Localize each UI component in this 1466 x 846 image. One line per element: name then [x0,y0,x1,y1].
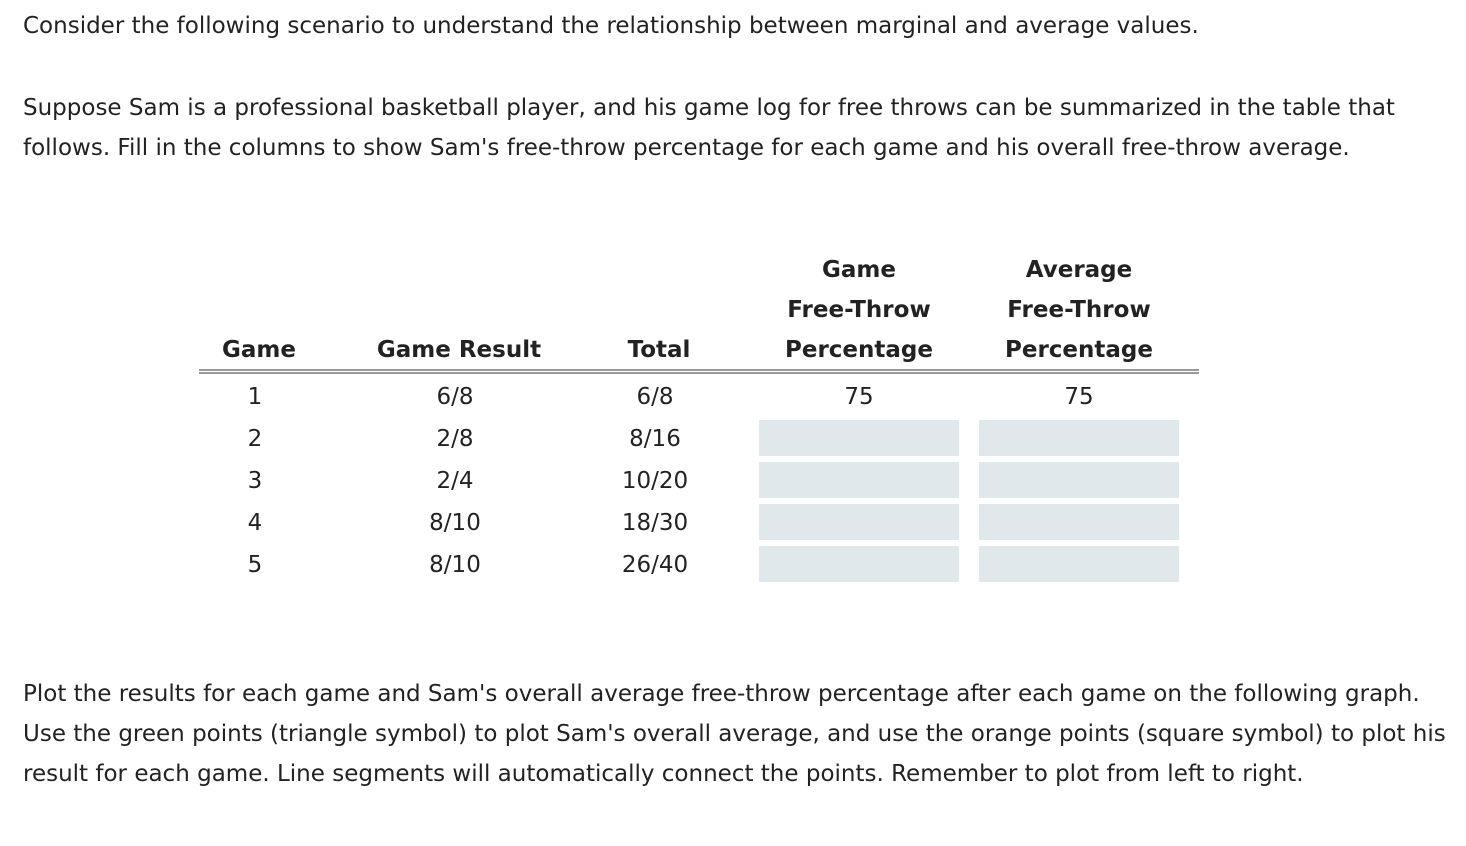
free-throw-table: Game Game Result Total Game Free-Throw P… [199,250,1199,582]
header-double-rule [199,369,1199,374]
game-ftp-input[interactable] [759,504,959,540]
game-ftp-input[interactable] [759,420,959,456]
game-result: 2/8 [436,426,474,452]
game-number: 5 [247,552,263,578]
game-result: 2/4 [436,468,474,494]
table-row: 4 8/10 18/30 [199,502,1199,544]
game-result: 8/10 [429,552,481,578]
instructions-text: Plot the results for each game and Sam's… [23,681,1446,787]
game-number: 2 [247,426,263,452]
average-ftp-input[interactable] [979,504,1179,540]
game-number: 1 [247,384,263,410]
game-ftp-value: 75 [844,384,874,410]
header-game: Game [222,337,296,363]
header-game-free-throw-percentage: Game Free-Throw Percentage [785,257,933,363]
game-ftp-input[interactable] [759,546,959,582]
game-result: 8/10 [429,510,481,536]
scenario-text: Suppose Sam is a professional basketball… [23,95,1395,161]
average-ftp-input[interactable] [979,420,1179,456]
header-total: Total [627,337,691,363]
game-number: 4 [247,510,263,536]
table-row: 3 2/4 10/20 [199,460,1199,502]
total: 10/20 [621,468,689,494]
intro-text: Consider the following scenario to under… [23,13,1199,39]
header-game-result: Game Result [376,337,542,363]
average-ftp-value: 75 [1064,384,1094,410]
header-average-free-throw-percentage: Average Free-Throw Percentage [1005,257,1153,363]
table-row: 2 2/8 8/16 [199,418,1199,460]
game-result: 6/8 [436,384,474,410]
total: 26/40 [621,552,689,578]
total: 8/16 [629,426,681,452]
game-ftp-input[interactable] [759,462,959,498]
table-row: 1 6/8 6/8 75 75 [199,376,1199,418]
total: 18/30 [621,510,689,536]
average-ftp-input[interactable] [979,546,1179,582]
table-body: 1 6/8 6/8 75 75 2 2/8 8/16 3 2/4 10/20 4… [199,376,1199,586]
total: 6/8 [636,384,674,410]
game-number: 3 [247,468,263,494]
average-ftp-input[interactable] [979,462,1179,498]
table-header-row: Game Game Result Total Game Free-Throw P… [199,250,1199,370]
table-row: 5 8/10 26/40 [199,544,1199,586]
